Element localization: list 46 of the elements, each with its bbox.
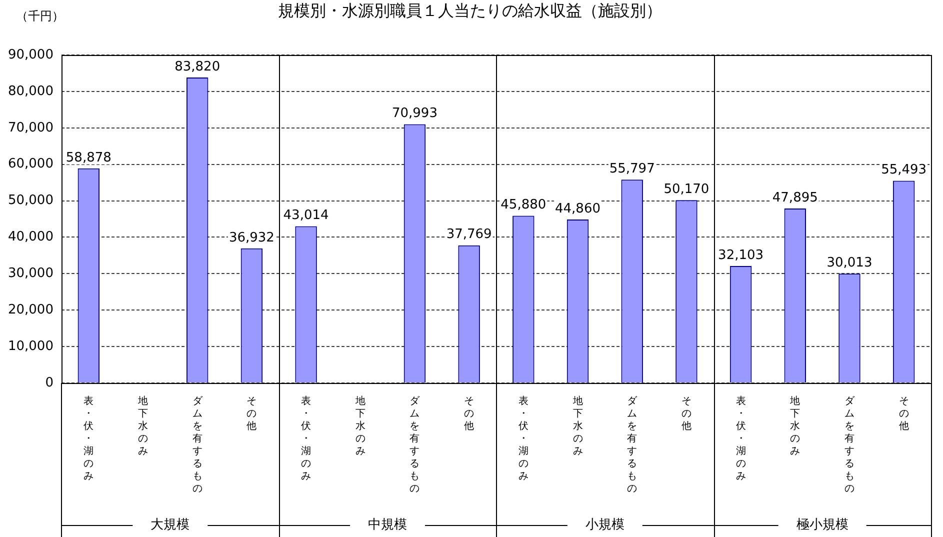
- x-tick-label: 表・伏・湖のみ: [518, 394, 528, 482]
- data-label: 47,895: [772, 190, 818, 206]
- x-tick-label: その他: [681, 396, 692, 432]
- x-tick-label: 地下水のみ: [354, 394, 366, 457]
- data-label: 32,103: [718, 248, 764, 263]
- data-label: 83,820: [174, 59, 220, 74]
- data-label: 37,769: [446, 227, 492, 242]
- text: 中規模: [368, 517, 408, 532]
- y-tick-label: 70,000: [8, 120, 54, 136]
- text: 小規模: [585, 517, 624, 532]
- y-tick-label: 30,000: [8, 266, 54, 282]
- data-label: 55,493: [881, 162, 927, 178]
- x-tick-label: 表・伏・湖のみ: [301, 394, 312, 482]
- x-tick-label: 地下水のみ: [572, 394, 583, 457]
- y-tick-label: 20,000: [8, 302, 54, 318]
- text: 極小規模: [796, 517, 848, 532]
- chart-title: 規模別・水源別職員１人当たりの給水収益（施設別）: [278, 1, 662, 20]
- y-tick-label: 10,000: [8, 338, 54, 354]
- y-tick-label: 40,000: [8, 230, 54, 245]
- x-tick-label: その他: [464, 396, 474, 432]
- text: 大規模: [150, 517, 190, 532]
- data-label: 45,880: [500, 198, 546, 213]
- x-tick-label: ダムを有するもの: [410, 394, 421, 494]
- x-tick-label: ダムを有するもの: [844, 394, 856, 494]
- y-tick-label: 60,000: [8, 156, 54, 172]
- x-tick-label: ダムを有するもの: [627, 394, 638, 494]
- x-tick-label: その他: [246, 396, 257, 432]
- y-tick-label: 0: [45, 375, 54, 390]
- data-label: 70,993: [392, 106, 438, 122]
- y-tick-label: 50,000: [8, 193, 54, 208]
- data-label: 44,860: [555, 201, 601, 216]
- x-tick-label: ダムを有するもの: [192, 394, 204, 494]
- y-tick-label: 80,000: [8, 84, 54, 99]
- y-tick-label: 90,000: [8, 47, 54, 62]
- x-tick-label: 地下水のみ: [789, 394, 800, 457]
- data-label: 30,013: [826, 255, 872, 270]
- x-tick-label: その他: [898, 396, 909, 432]
- y-axis-title: （千円）: [16, 9, 64, 24]
- data-label: 55,797: [609, 162, 655, 177]
- data-label: 50,170: [664, 182, 710, 198]
- x-tick-label: 表・伏・湖のみ: [84, 394, 94, 482]
- data-label: 36,932: [228, 230, 274, 246]
- x-tick-label: 表・伏・湖のみ: [736, 394, 746, 482]
- data-label: 58,878: [66, 150, 112, 166]
- data-label: 43,014: [283, 208, 329, 224]
- x-tick-label: 地下水のみ: [137, 394, 148, 457]
